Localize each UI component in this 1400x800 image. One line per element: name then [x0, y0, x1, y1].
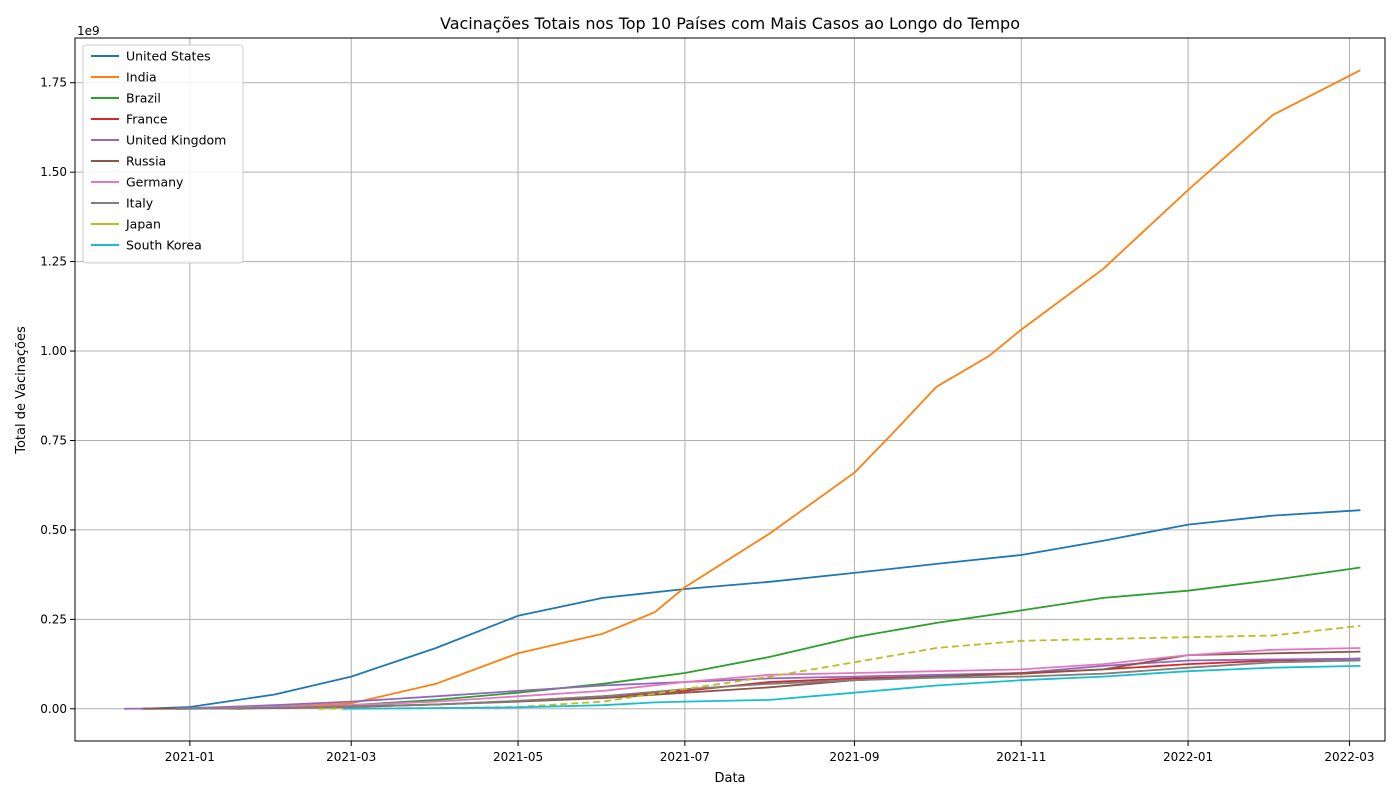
legend-label: Brazil [126, 91, 161, 106]
legend-label: Italy [126, 196, 154, 211]
y-axis-label: Total de Vacinações [14, 326, 29, 455]
y-tick-label: 1.25 [40, 255, 67, 269]
plot-area [74, 37, 1386, 742]
y-tick-label: 0.50 [40, 523, 67, 537]
x-axis: 2021-01 2021-03 2021-05 2021-07 2021-09 2021-… [165, 741, 1375, 764]
series-line-south-korea [342, 665, 1361, 710]
series-line-india [230, 69, 1361, 710]
y-axis: 0.00 0.25 0.50 0.75 1.00 1.25 1.50 1.75 [40, 76, 75, 716]
legend-label: Russia [126, 154, 166, 169]
legend-label: Japan [125, 217, 161, 232]
legend-label: United States [126, 49, 211, 64]
gridlines [75, 38, 1385, 741]
x-tick-label: 2022-01 [1163, 750, 1213, 764]
x-tick-label: 2021-09 [829, 750, 879, 764]
legend-label: France [126, 112, 168, 127]
y-tick-label: 1.50 [40, 165, 67, 179]
y-tick-label: 0.00 [40, 702, 67, 716]
legend-label: United Kingdom [126, 133, 226, 148]
chart-title: Vacinações Totais nos Top 10 Países com … [440, 14, 1020, 33]
x-tick-label: 2021-03 [326, 750, 376, 764]
series-line-brazil [236, 566, 1361, 710]
x-tick-label: 2021-07 [660, 750, 710, 764]
legend: United States India Brazil France United Kin… [82, 44, 244, 264]
series-line-germany [176, 647, 1361, 710]
legend-label: Germany [126, 175, 184, 190]
series-line-united-states [140, 509, 1361, 710]
legend-box [82, 44, 244, 264]
x-axis-label: Data [714, 771, 745, 786]
x-tick-label: 2022-03 [1324, 750, 1374, 764]
y-tick-label: 1.75 [40, 76, 67, 90]
x-tick-label: 2021-05 [493, 750, 543, 764]
series-line-italy [176, 659, 1361, 710]
series-lines [124, 69, 1361, 710]
legend-label: South Korea [126, 238, 202, 253]
x-tick-label: 2021-01 [165, 750, 215, 764]
x-tick-label: 2021-11 [996, 750, 1046, 764]
legend-label: India [126, 70, 157, 85]
y-tick-label: 1.00 [40, 344, 67, 358]
y-scale-label: 1e9 [77, 24, 100, 38]
y-tick-label: 0.75 [40, 433, 67, 447]
y-tick-label: 0.25 [40, 612, 67, 626]
series-line-united-kingdom [124, 657, 1361, 710]
